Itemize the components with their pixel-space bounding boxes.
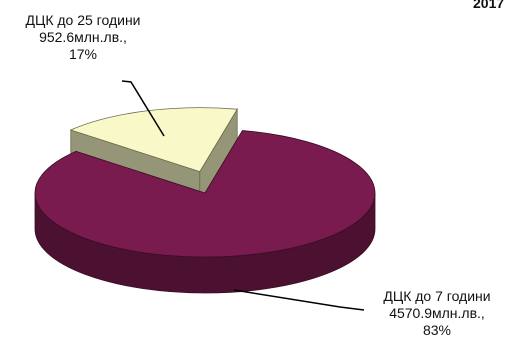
slice-label-25y-percent: 17% [68,46,98,62]
slice-top-1 [69,107,238,173]
slice-label-7y: ДЦК до 7 години 4570.9млн.лв., 83% [367,288,507,339]
slice-label-7y-name: ДЦК до 7 години [383,288,491,304]
slice-label-25y: ДЦК до 25 години 952.6млн.лв., 17% [8,12,158,63]
pie-slice-0 [34,130,376,294]
slice-label-25y-value: 952.6млн.лв., [39,29,127,45]
slice-top-0 [34,130,376,258]
year-label: 2017 [473,0,505,11]
slice-label-25y-name: ДЦК до 25 години [25,12,141,28]
leader-line-25y [121,80,165,137]
slice-label-7y-percent: 83% [422,322,452,338]
slice-label-7y-value: 4570.9млн.лв., [389,305,485,321]
leader-line-7y [233,289,365,311]
chart-title: 2017 [473,0,510,11]
